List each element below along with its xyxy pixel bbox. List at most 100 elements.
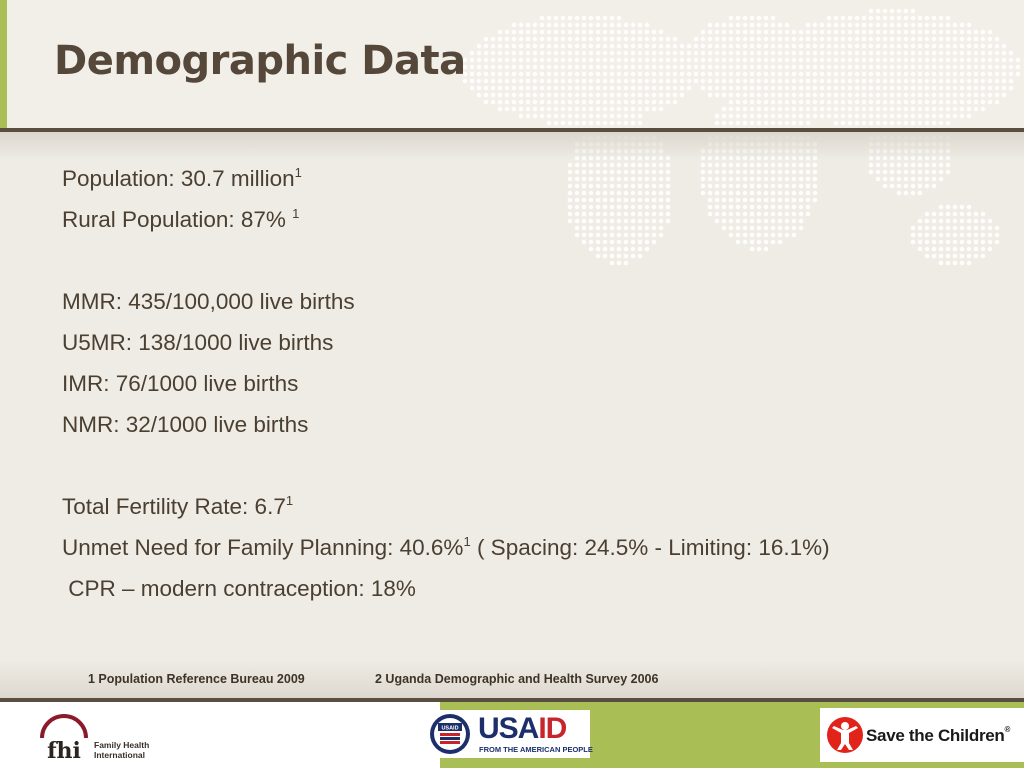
stat-text: Total Fertility Rate: 6.7 — [62, 494, 286, 519]
map-dot — [602, 190, 608, 196]
map-dot — [889, 57, 895, 63]
map-dot — [616, 253, 622, 259]
map-dot — [462, 64, 468, 70]
map-dot — [574, 183, 580, 189]
map-dot — [924, 176, 930, 182]
map-dot — [994, 71, 1000, 77]
map-dot — [588, 113, 594, 119]
map-dot — [945, 260, 951, 266]
map-dot — [658, 36, 664, 42]
map-dot — [581, 22, 587, 28]
map-dot — [742, 225, 748, 231]
map-dot — [490, 64, 496, 70]
map-dot — [952, 204, 958, 210]
map-dot — [707, 64, 713, 70]
map-dot — [714, 22, 720, 28]
map-dot — [546, 113, 552, 119]
map-dot — [595, 113, 601, 119]
map-dot — [784, 211, 790, 217]
map-dot — [637, 218, 643, 224]
map-dot — [980, 29, 986, 35]
map-dot — [532, 29, 538, 35]
map-dot — [1001, 78, 1007, 84]
map-dot — [602, 50, 608, 56]
map-dot — [784, 232, 790, 238]
map-dot — [644, 85, 650, 91]
map-dot — [882, 162, 888, 168]
map-dot — [595, 204, 601, 210]
map-dot — [875, 64, 881, 70]
map-dot — [861, 78, 867, 84]
map-dot — [483, 57, 489, 63]
map-dot — [791, 225, 797, 231]
map-dot — [742, 176, 748, 182]
map-dot — [588, 190, 594, 196]
map-dot — [630, 43, 636, 49]
map-dot — [518, 71, 524, 77]
map-dot — [567, 92, 573, 98]
map-dot — [560, 120, 566, 126]
map-dot — [791, 183, 797, 189]
map-dot — [623, 120, 629, 126]
map-dot — [644, 99, 650, 105]
map-dot — [504, 36, 510, 42]
map-dot — [777, 36, 783, 42]
map-dot — [728, 43, 734, 49]
map-dot — [623, 36, 629, 42]
map-dot — [889, 71, 895, 77]
map-dot — [875, 22, 881, 28]
map-dot — [945, 15, 951, 21]
map-dot — [847, 43, 853, 49]
map-dot — [966, 113, 972, 119]
map-dot — [987, 99, 993, 105]
map-dot — [553, 36, 559, 42]
map-dot — [770, 218, 776, 224]
map-dot — [1001, 43, 1007, 49]
map-dot — [679, 85, 685, 91]
map-dot — [756, 106, 762, 112]
map-dot — [910, 92, 916, 98]
map-dot — [490, 78, 496, 84]
map-dot — [637, 22, 643, 28]
map-dot — [742, 169, 748, 175]
map-dot — [581, 183, 587, 189]
map-dot — [511, 106, 517, 112]
map-dot — [763, 239, 769, 245]
map-dot — [763, 211, 769, 217]
map-dot — [812, 197, 818, 203]
map-dot — [847, 36, 853, 42]
map-dot — [574, 50, 580, 56]
map-dot — [665, 183, 671, 189]
map-dot — [805, 176, 811, 182]
map-dot — [658, 162, 664, 168]
map-dot — [938, 113, 944, 119]
map-dot — [595, 253, 601, 259]
stat-line: Rural Population: 87% 1 — [62, 199, 830, 240]
map-dot — [686, 50, 692, 56]
map-dot — [721, 64, 727, 70]
map-dot — [735, 36, 741, 42]
map-dot — [945, 204, 951, 210]
map-dot — [595, 176, 601, 182]
map-dot — [595, 29, 601, 35]
map-dot — [630, 22, 636, 28]
map-dot — [735, 169, 741, 175]
map-dot — [931, 169, 937, 175]
map-dot — [931, 183, 937, 189]
map-dot — [756, 183, 762, 189]
map-dot — [616, 225, 622, 231]
map-dot — [784, 183, 790, 189]
map-dot — [546, 15, 552, 21]
map-dot — [903, 169, 909, 175]
map-dot — [623, 57, 629, 63]
map-dot — [700, 29, 706, 35]
map-dot — [616, 92, 622, 98]
map-dot — [966, 22, 972, 28]
map-dot — [651, 183, 657, 189]
map-dot — [777, 57, 783, 63]
map-dot — [714, 85, 720, 91]
map-dot — [882, 176, 888, 182]
map-dot — [679, 50, 685, 56]
map-dot — [588, 204, 594, 210]
map-dot — [770, 113, 776, 119]
